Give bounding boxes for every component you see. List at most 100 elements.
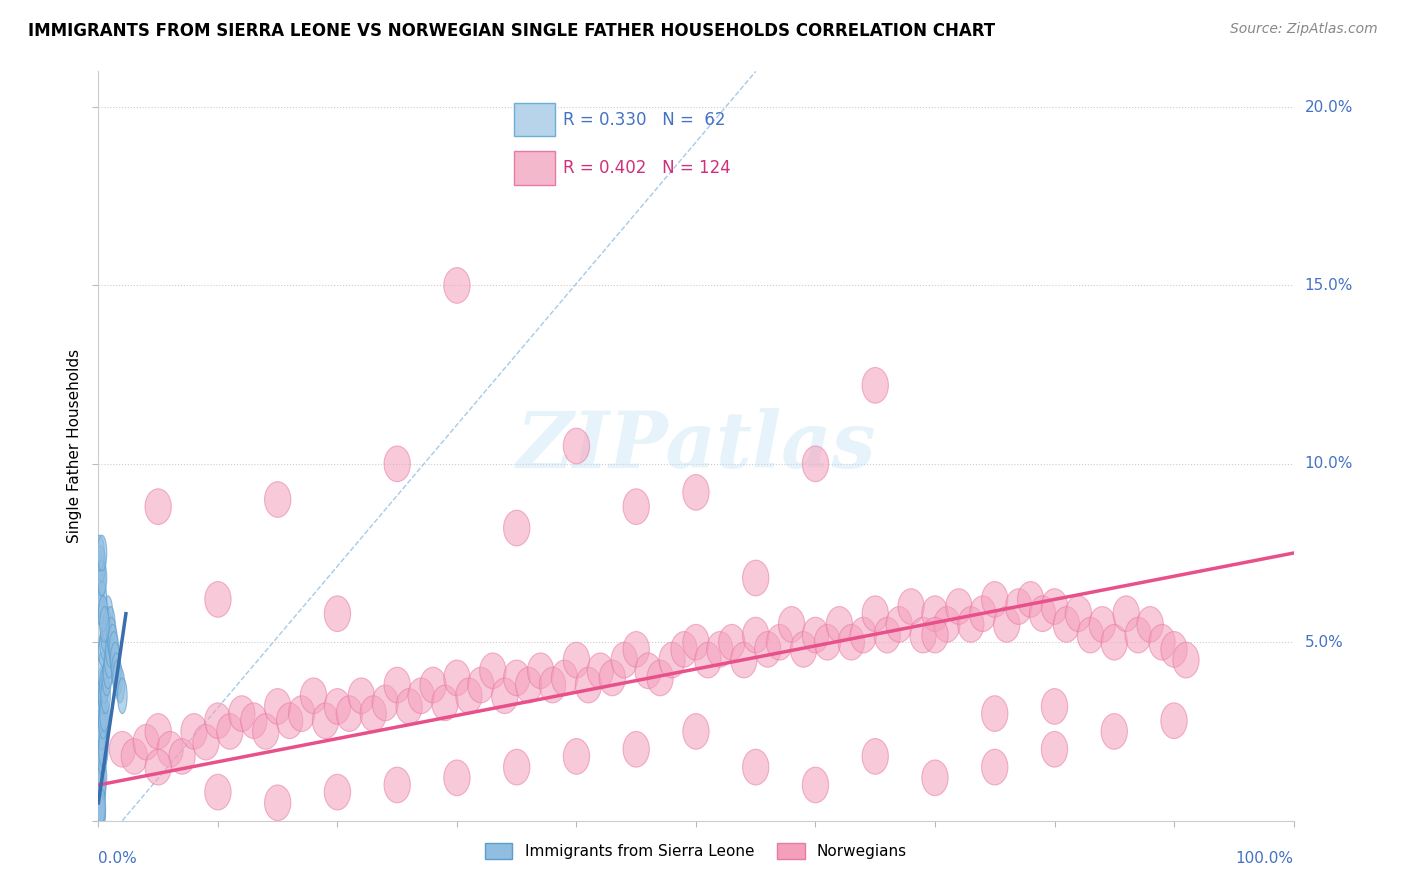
- Ellipse shape: [96, 689, 105, 724]
- Ellipse shape: [134, 724, 159, 760]
- Ellipse shape: [97, 560, 107, 596]
- Ellipse shape: [814, 624, 841, 660]
- Ellipse shape: [111, 653, 121, 689]
- Ellipse shape: [742, 560, 769, 596]
- Ellipse shape: [671, 632, 697, 667]
- Ellipse shape: [862, 739, 889, 774]
- Ellipse shape: [623, 489, 650, 524]
- Text: Source: ZipAtlas.com: Source: ZipAtlas.com: [1230, 22, 1378, 37]
- Ellipse shape: [886, 607, 912, 642]
- Ellipse shape: [599, 660, 626, 696]
- Ellipse shape: [97, 760, 107, 796]
- Ellipse shape: [157, 731, 183, 767]
- Ellipse shape: [1137, 607, 1163, 642]
- Ellipse shape: [98, 596, 108, 632]
- Ellipse shape: [325, 689, 350, 724]
- Ellipse shape: [1042, 731, 1067, 767]
- Ellipse shape: [94, 731, 104, 767]
- Ellipse shape: [105, 632, 115, 667]
- Ellipse shape: [755, 632, 780, 667]
- Ellipse shape: [503, 510, 530, 546]
- Ellipse shape: [97, 714, 107, 749]
- Ellipse shape: [636, 653, 661, 689]
- Ellipse shape: [100, 624, 110, 660]
- Ellipse shape: [336, 696, 363, 731]
- Ellipse shape: [94, 760, 104, 796]
- Ellipse shape: [115, 667, 125, 703]
- Ellipse shape: [994, 607, 1019, 642]
- Ellipse shape: [527, 653, 554, 689]
- Ellipse shape: [540, 667, 565, 703]
- Ellipse shape: [910, 617, 936, 653]
- Ellipse shape: [803, 617, 828, 653]
- Ellipse shape: [205, 582, 231, 617]
- Ellipse shape: [659, 642, 685, 678]
- Ellipse shape: [96, 560, 105, 596]
- Ellipse shape: [97, 667, 107, 703]
- Ellipse shape: [98, 678, 108, 714]
- Ellipse shape: [96, 796, 105, 831]
- Ellipse shape: [96, 714, 105, 749]
- Ellipse shape: [922, 596, 948, 632]
- Ellipse shape: [564, 739, 589, 774]
- Ellipse shape: [492, 678, 517, 714]
- Ellipse shape: [112, 660, 122, 696]
- Ellipse shape: [264, 482, 291, 517]
- Ellipse shape: [456, 678, 482, 714]
- Ellipse shape: [432, 685, 458, 721]
- Ellipse shape: [731, 642, 756, 678]
- Ellipse shape: [396, 689, 422, 724]
- Ellipse shape: [1053, 607, 1080, 642]
- Ellipse shape: [108, 624, 118, 660]
- Ellipse shape: [94, 714, 104, 749]
- Ellipse shape: [205, 774, 231, 810]
- Ellipse shape: [1114, 596, 1139, 632]
- Ellipse shape: [803, 767, 828, 803]
- Ellipse shape: [444, 660, 470, 696]
- Ellipse shape: [1042, 689, 1067, 724]
- Ellipse shape: [96, 731, 105, 767]
- Ellipse shape: [1101, 624, 1128, 660]
- Ellipse shape: [742, 749, 769, 785]
- Ellipse shape: [790, 632, 817, 667]
- Ellipse shape: [97, 739, 107, 774]
- Ellipse shape: [718, 624, 745, 660]
- Ellipse shape: [695, 642, 721, 678]
- Ellipse shape: [1101, 714, 1128, 749]
- Ellipse shape: [96, 546, 105, 582]
- Ellipse shape: [94, 767, 104, 803]
- Ellipse shape: [96, 678, 105, 714]
- Ellipse shape: [205, 703, 231, 739]
- Ellipse shape: [444, 268, 470, 303]
- Ellipse shape: [193, 724, 219, 760]
- Ellipse shape: [97, 535, 107, 571]
- Ellipse shape: [827, 607, 852, 642]
- Ellipse shape: [349, 678, 374, 714]
- Ellipse shape: [121, 739, 148, 774]
- Ellipse shape: [934, 607, 960, 642]
- Ellipse shape: [1161, 632, 1187, 667]
- Ellipse shape: [1029, 596, 1056, 632]
- Ellipse shape: [100, 667, 110, 703]
- Text: 20.0%: 20.0%: [1305, 100, 1353, 114]
- Ellipse shape: [742, 617, 769, 653]
- Ellipse shape: [264, 785, 291, 821]
- Ellipse shape: [97, 696, 107, 731]
- Ellipse shape: [683, 624, 709, 660]
- Text: 5.0%: 5.0%: [1305, 635, 1343, 649]
- Ellipse shape: [373, 685, 398, 721]
- Ellipse shape: [103, 607, 111, 642]
- Ellipse shape: [145, 749, 172, 785]
- Ellipse shape: [851, 617, 876, 653]
- Ellipse shape: [957, 607, 984, 642]
- Ellipse shape: [94, 774, 104, 810]
- Ellipse shape: [707, 632, 733, 667]
- Ellipse shape: [922, 617, 948, 653]
- Ellipse shape: [301, 678, 326, 714]
- Ellipse shape: [98, 632, 108, 667]
- Text: 15.0%: 15.0%: [1305, 278, 1353, 293]
- Ellipse shape: [516, 667, 541, 703]
- Legend: Immigrants from Sierra Leone, Norwegians: Immigrants from Sierra Leone, Norwegians: [479, 838, 912, 865]
- Ellipse shape: [103, 653, 112, 689]
- Ellipse shape: [94, 739, 104, 774]
